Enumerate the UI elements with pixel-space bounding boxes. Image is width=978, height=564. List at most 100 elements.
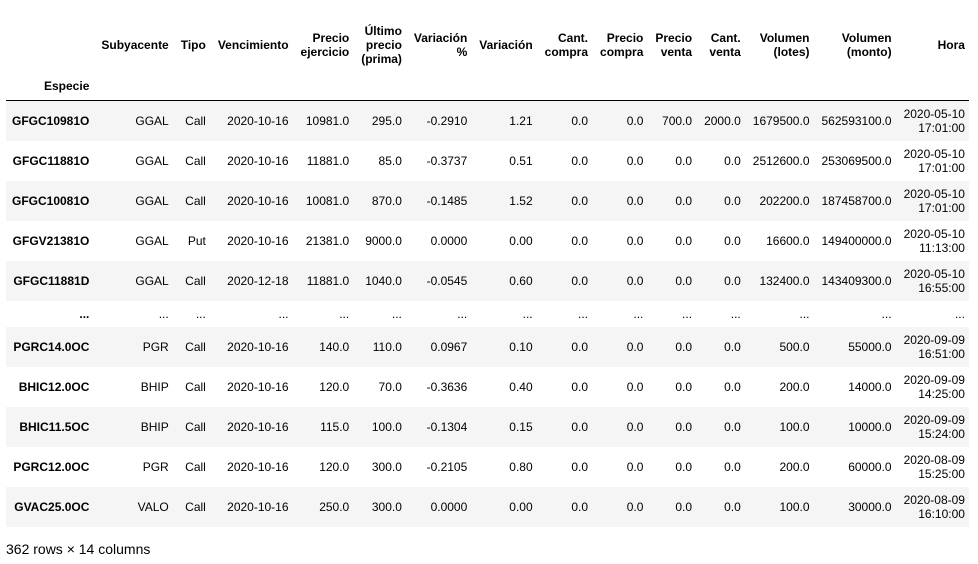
column-header: Variación (467, 18, 532, 72)
column-header: Variación% (402, 18, 467, 72)
cell-vl: 202200.0 (759, 193, 810, 208)
dataframe-container: Subyacente Tipo Vencimiento Precio ejercicio… (6, 18, 969, 527)
cell-vm: 10000.0 (848, 419, 892, 434)
cell-cc: 0.0 (571, 379, 589, 394)
cell-cv: 0.0 (724, 233, 741, 248)
cell-ult: 300.0 (371, 499, 402, 514)
column-header-line: compra (600, 45, 644, 59)
index-header-blank (6, 18, 89, 72)
column-header: Subyacente (89, 18, 168, 72)
row-index-especie: PGRC12.0OC (13, 459, 90, 474)
column-header-line: Volumen (759, 31, 810, 45)
column-header: Cant. venta (692, 18, 741, 72)
column-header-line: Vencimiento (217, 38, 289, 52)
cell-varp: -0.3636 (426, 379, 468, 394)
cell-pej: 11881.0 (306, 153, 350, 168)
hora-date: 2020-05-10 (903, 226, 965, 241)
cell-ult: ... (391, 306, 402, 321)
hora-time: 17:01:00 (918, 120, 965, 135)
cell-pv: 0.0 (675, 419, 693, 434)
cell-pc: 0.0 (626, 339, 644, 354)
column-header-line: % (456, 45, 468, 59)
cell-pc: 0.0 (626, 379, 644, 394)
row-index-especie: BHIC12.0OC (18, 379, 90, 394)
cell-ult: 300.0 (371, 459, 402, 474)
cell-pej: 250.0 (319, 499, 350, 514)
index-name: Especie (6, 72, 90, 101)
cell-ult: 70.0 (378, 379, 402, 394)
cell-pv: 0.0 (675, 193, 693, 208)
cell-pej: 10981.0 (305, 113, 350, 128)
cell-vl: 1679500.0 (752, 113, 810, 128)
index-name-filler (168, 72, 206, 101)
column-header-line: Tipo (180, 38, 206, 52)
hora-time: 15:24:00 (918, 426, 965, 441)
cell-var: 0.51 (509, 153, 533, 168)
column-header-line: Cant. (710, 31, 741, 45)
cell-var: 1.52 (509, 193, 533, 208)
cell-pej: 21381.0 (305, 233, 350, 248)
cell-vl: 100.0 (779, 499, 810, 514)
cell-ult: 295.0 (371, 113, 402, 128)
cell-hora: 2020-09-09 16:51:00 (892, 327, 969, 367)
cell-sub: GGAL (135, 153, 169, 168)
row-index-especie: ... (79, 306, 90, 321)
cell-pc: 0.0 (626, 153, 644, 168)
cell-var: 0.00 (509, 233, 533, 248)
cell-varp: 0.0000 (430, 499, 468, 514)
cell-vm: 253069500.0 (821, 153, 892, 168)
row-index-especie: GFGV21381O (12, 233, 90, 248)
cell-pv: 0.0 (675, 153, 693, 168)
hora-date: 2020-09-09 (903, 332, 965, 347)
cell-vm: 30000.0 (848, 499, 892, 514)
column-header-line: Precio (655, 31, 693, 45)
cell-cc: 0.0 (571, 273, 589, 288)
cell-varp: -0.3737 (426, 153, 468, 168)
cell-vm: 60000.0 (848, 459, 892, 474)
cell-sub: BHIP (140, 419, 169, 434)
cell-sub: PGR (142, 459, 169, 474)
cell-pc: 0.0 (626, 419, 644, 434)
cell-pej: 115.0 (320, 419, 350, 434)
column-header: Volumen (lotes) (741, 18, 810, 72)
column-header-line: venta (660, 45, 693, 59)
hora-date: 2020-08-09 (903, 452, 965, 467)
hora-time: 17:01:00 (918, 160, 965, 175)
cell-var: 0.00 (509, 499, 533, 514)
row-index-especie: PGRC14.0OC (13, 339, 90, 354)
cell-pc: 0.0 (626, 499, 644, 514)
cell-ult: 870.0 (371, 193, 402, 208)
cell-vm: 14000.0 (848, 379, 892, 394)
column-header-line: venta (709, 45, 741, 59)
cell-sub: GGAL (135, 193, 169, 208)
table-row: GFGC10981O GGAL Call 2020-10-16 10981.0 295.0… (6, 100, 969, 141)
cell-pej: 140.0 (319, 339, 350, 354)
cell-venc: 2020-10-16 (227, 339, 289, 354)
index-name-filler (588, 72, 644, 101)
index-name-filler (891, 72, 969, 101)
cell-pc: 0.0 (626, 273, 644, 288)
column-header: Vencimiento (206, 18, 289, 72)
index-name-filler (89, 72, 169, 101)
row-index-especie: GFGC10981O (12, 113, 90, 128)
hora-time: 11:13:00 (919, 240, 965, 255)
cell-var: 0.40 (509, 379, 533, 394)
index-name-filler (532, 72, 589, 101)
column-header: Tipo (169, 18, 206, 72)
cell-cc: 0.0 (571, 419, 589, 434)
cell-varp: -0.1304 (426, 419, 468, 434)
index-name-filler (401, 72, 468, 101)
column-header: Precio compra (588, 18, 643, 72)
column-header-line: Precio (606, 31, 644, 45)
index-name-filler (692, 72, 741, 101)
column-header: Precio venta (643, 18, 692, 72)
hora-time: 17:01:00 (918, 200, 965, 215)
table-row: BHIC12.0OC BHIP Call 2020-10-16 120.0 70.0 -0.… (6, 366, 969, 407)
cell-ult: 9000.0 (365, 233, 402, 248)
column-header-line: Variación (413, 31, 468, 45)
table-row: ........................................… (6, 300, 969, 327)
table-row: PGRC12.0OC PGR Call 2020-10-16 120.0 300.0 -0.… (6, 446, 969, 487)
cell-vl: 200.0 (779, 459, 810, 474)
column-header: Último precio (prima) (349, 18, 402, 72)
index-name-filler (205, 72, 289, 101)
